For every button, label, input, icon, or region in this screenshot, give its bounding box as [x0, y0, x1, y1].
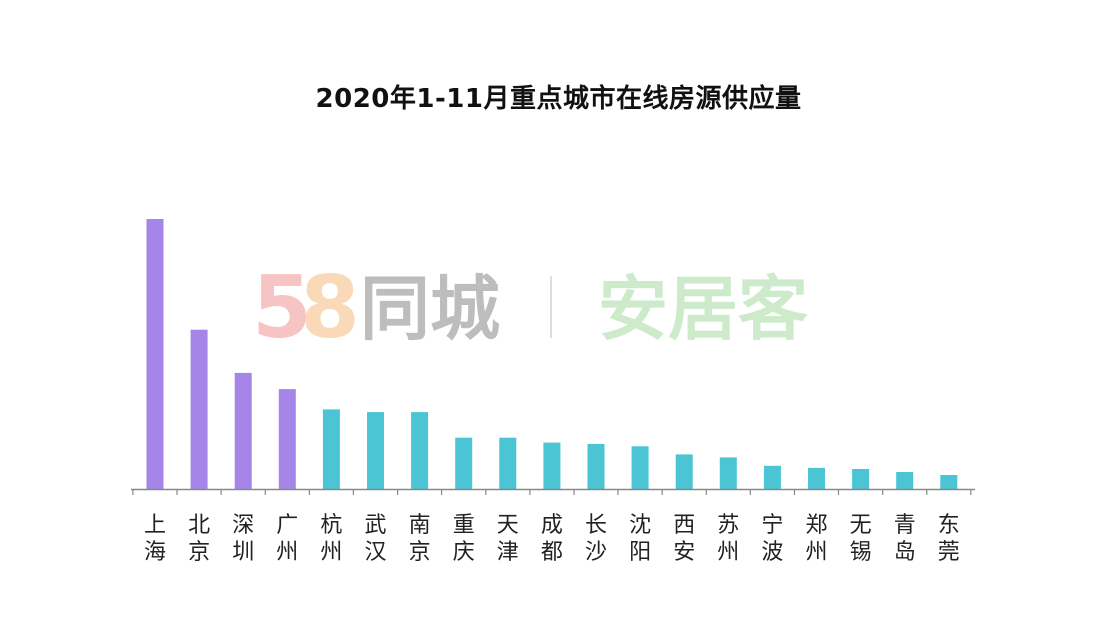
category-label-宁波: 宁波 — [761, 513, 783, 565]
category-label-成都: 成都 — [541, 513, 563, 565]
bar-无锡 — [852, 469, 870, 489]
watermark-brand-anjuke: 安居客 — [598, 268, 808, 350]
category-label-武汉: 武汉 — [364, 513, 386, 565]
category-label-上海: 上海 — [144, 513, 166, 565]
bars-group — [146, 219, 958, 490]
x-axis — [131, 488, 975, 495]
category-label-天津: 天津 — [497, 513, 519, 565]
category-label-广州: 广州 — [276, 513, 298, 565]
category-label-青岛: 青岛 — [894, 513, 916, 565]
watermark: 5 8 同城 安居客 — [252, 258, 808, 358]
bar-广州 — [278, 389, 296, 489]
bar-西安 — [675, 454, 693, 489]
category-label-郑州: 郑州 — [805, 513, 827, 565]
category-label-东莞: 东莞 — [938, 513, 960, 565]
bar-武汉 — [367, 412, 384, 490]
bar-南京 — [411, 412, 429, 490]
bar-杭州 — [322, 409, 340, 490]
category-label-杭州: 杭州 — [320, 513, 342, 565]
bar-成都 — [543, 442, 561, 489]
category-label-深圳: 深圳 — [232, 513, 254, 565]
watermark-logo-eight: 8 — [300, 258, 360, 358]
category-label-苏州: 苏州 — [717, 513, 739, 565]
bar-重庆 — [455, 437, 473, 489]
category-label-沈阳: 沈阳 — [629, 513, 651, 565]
bar-沈阳 — [631, 446, 649, 489]
bar-深圳 — [234, 372, 252, 489]
category-label-南京: 南京 — [409, 513, 431, 565]
watermark-brand-tongcheng: 同城 — [360, 268, 500, 350]
bar-上海 — [146, 219, 164, 489]
category-label-无锡: 无锡 — [850, 513, 872, 565]
chart-title: 2020年1-11月重点城市在线房源供应量 — [315, 84, 802, 114]
category-label-北京: 北京 — [188, 513, 210, 565]
bar-宁波 — [763, 465, 781, 489]
category-label-西安: 西安 — [673, 513, 695, 565]
bar-青岛 — [896, 472, 914, 489]
watermark-logo-five: 5 — [252, 258, 312, 358]
bar-北京 — [190, 329, 208, 489]
category-label-长沙: 长沙 — [585, 513, 607, 565]
bar-东莞 — [940, 475, 958, 489]
bar-苏州 — [719, 457, 737, 489]
category-label-重庆: 重庆 — [453, 513, 475, 565]
bar-郑州 — [808, 467, 825, 489]
bar-长沙 — [587, 443, 605, 489]
bar-天津 — [499, 437, 517, 489]
